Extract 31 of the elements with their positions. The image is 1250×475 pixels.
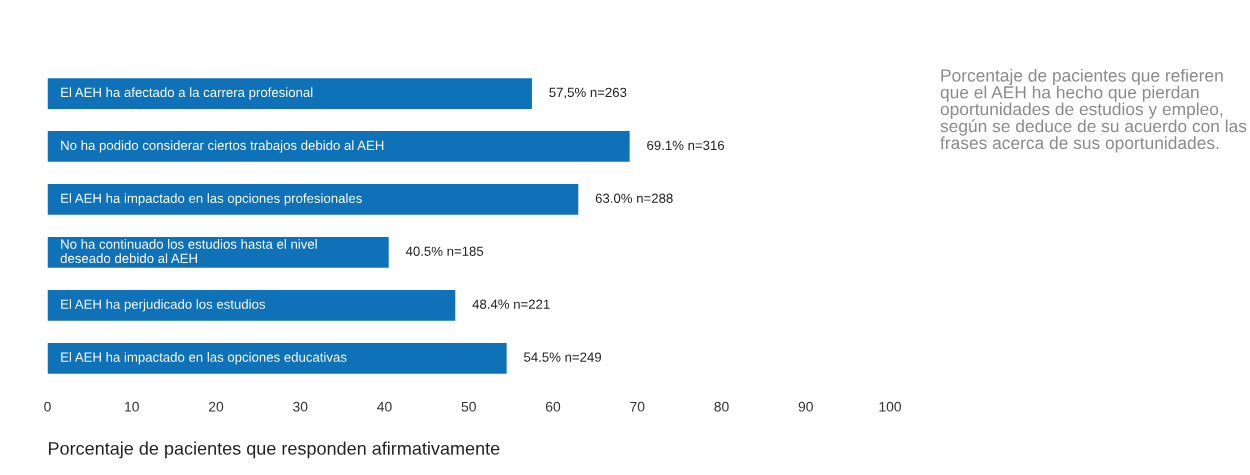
x-axis-title: Porcentaje de pacientes que responden afirmativamente bbox=[48, 441, 500, 459]
y-tick-label: El AEH ha impactado en las opciones educativas bbox=[61, 352, 347, 365]
y-tick-label: No ha continuado los estudios hasta el nivel deseado debido al AEH bbox=[60, 239, 317, 264]
bar bbox=[47, 342, 507, 374]
y-tick-label: El AEH ha afectado a la carrera profesional bbox=[61, 87, 313, 100]
bar bbox=[47, 237, 389, 268]
x-tick-label: 30 bbox=[293, 401, 308, 412]
data-label: 69.1% n=316 bbox=[647, 140, 725, 151]
data-label: 57,5% n=263 bbox=[549, 87, 627, 99]
bar bbox=[47, 184, 579, 215]
x-tick-label: 60 bbox=[545, 401, 561, 412]
y-tick-label: El AEH ha impactado en las opciones profesionales bbox=[61, 193, 362, 206]
x-tick-label: 10 bbox=[125, 401, 139, 412]
data-label: 40.5% n=185 bbox=[405, 246, 484, 256]
x-tick-label: 40 bbox=[377, 401, 392, 412]
data-label: 48.4% n=221 bbox=[472, 299, 550, 309]
x-tick-label: 80 bbox=[714, 401, 729, 412]
bar bbox=[47, 78, 532, 109]
text: Porcentaje de pacientes que refieren que el AEH ha hecho que pierdan oportunidades de estudios y empleo, según se deduce de su acuerdo con las frases acerca de sus oportunidades. bbox=[940, 68, 1247, 153]
x-tick-label: 70 bbox=[630, 401, 645, 412]
y-tick-label: No ha podido considerar ciertos trabajos debido al AEH bbox=[61, 140, 384, 153]
x-tick-label: 100 bbox=[879, 401, 902, 412]
data-label: 63.0% n=288 bbox=[595, 193, 673, 203]
data-label: 54.5% n=249 bbox=[524, 352, 602, 362]
x-tick-label: 20 bbox=[208, 401, 224, 412]
bar bbox=[47, 131, 630, 162]
x-tick-label: 90 bbox=[798, 401, 813, 412]
x-tick-label: 0 bbox=[44, 401, 51, 412]
y-tick-label: El AEH ha perjudicado los estudios bbox=[61, 299, 266, 312]
x-tick-label: 50 bbox=[461, 401, 476, 412]
bar bbox=[47, 289, 456, 321]
